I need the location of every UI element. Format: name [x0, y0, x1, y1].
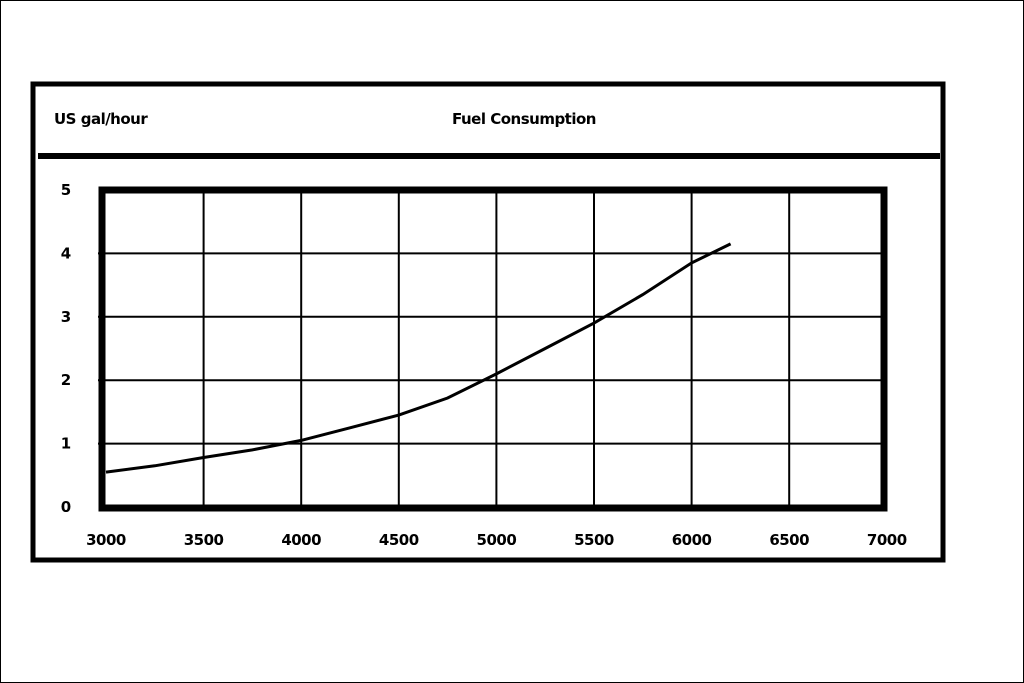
- x-tick-label: 6000: [672, 531, 712, 549]
- x-tick-label: 7000: [867, 531, 907, 549]
- x-tick-label: 5000: [477, 531, 517, 549]
- x-ticks: 3000 3500 4000 4500 5000 5500 6000 6500 7000: [86, 531, 907, 549]
- y-tick-label: 0: [61, 498, 71, 516]
- x-tick-label: 3500: [184, 531, 224, 549]
- y-tick-label: 4: [61, 244, 71, 262]
- x-tick-label: 4500: [379, 531, 419, 549]
- y-axis-unit-label: US gal/hour: [54, 110, 148, 128]
- y-tick-label: 1: [61, 435, 71, 453]
- y-ticks: 0 1 2 3 4 5: [61, 181, 71, 516]
- plot-area-border: [98, 186, 888, 512]
- y-tick-label: 3: [61, 308, 71, 326]
- gridlines: [98, 192, 882, 506]
- x-tick-label: 3000: [86, 531, 126, 549]
- x-tick-label: 5500: [574, 531, 614, 549]
- y-tick-label: 2: [61, 371, 71, 389]
- x-tick-label: 6500: [769, 531, 809, 549]
- x-tick-label: 4000: [281, 531, 321, 549]
- chart-outer-box: [30, 81, 946, 563]
- chart-title: Fuel Consumption: [452, 110, 596, 128]
- fuel-consumption-line: [105, 242, 732, 474]
- y-tick-label: 5: [61, 181, 71, 199]
